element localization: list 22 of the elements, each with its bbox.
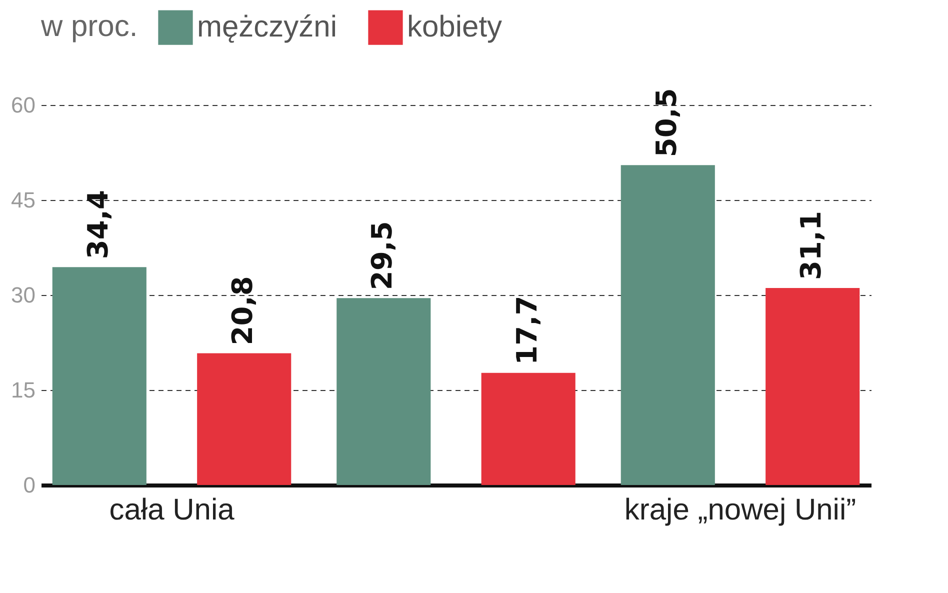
data-label: 31,1 (794, 210, 828, 280)
y-tick-label: 60 (11, 92, 36, 118)
legend-title: w proc. (40, 10, 138, 43)
legend-label: kobiety (407, 10, 502, 44)
y-tick-label: 15 (11, 378, 36, 402)
x-tick-label: cała Unia (109, 494, 235, 526)
bar (766, 288, 860, 485)
y-tick-label: 45 (11, 188, 36, 212)
bar (52, 267, 146, 485)
data-label: 50,5 (650, 88, 683, 158)
x-tick-label: kraje „nowej Unii” (624, 494, 856, 526)
bar (336, 298, 431, 485)
y-tick-label: 0 (23, 472, 36, 498)
bar (197, 353, 292, 485)
data-label: 34,4 (81, 190, 114, 260)
bar (481, 372, 576, 485)
data-label: 29,5 (366, 221, 399, 290)
data-label: 17,7 (510, 296, 544, 365)
y-tick-label: 30 (11, 282, 36, 308)
bar (620, 165, 715, 485)
legend-label: mężczyźni (197, 10, 338, 44)
data-label: 20,8 (226, 276, 260, 346)
